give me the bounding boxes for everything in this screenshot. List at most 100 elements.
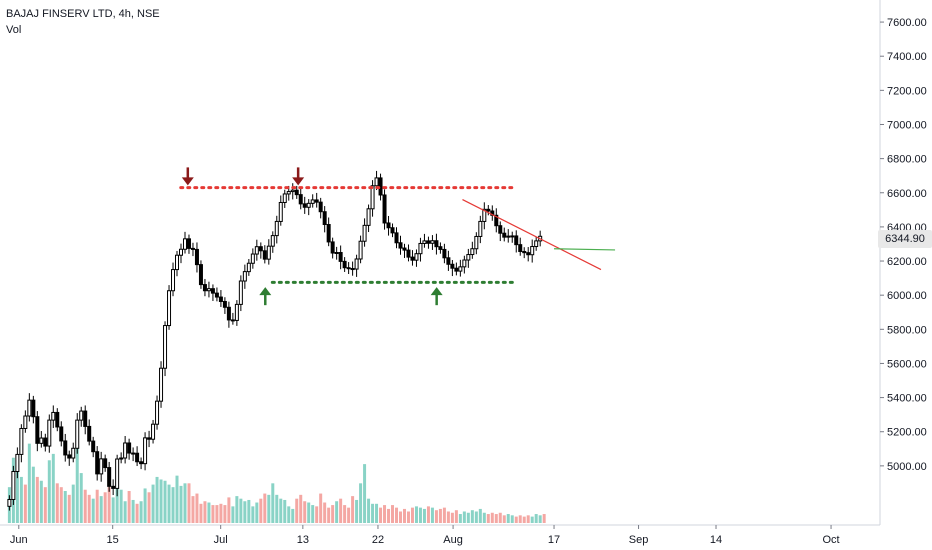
candle [91,436,96,458]
candle [262,245,267,264]
volume-bar [215,505,219,523]
candle [354,254,359,277]
candle [518,237,523,256]
volume-bar [203,501,207,523]
price-axis-tick-label: 7200.00 [887,85,927,97]
volume-bar [486,514,490,523]
candle-body [274,220,279,237]
candle-body [99,458,104,475]
candle [59,421,64,447]
time-axis-tick-label: 17 [548,534,560,546]
candle-body [330,241,335,254]
volume-bar [91,498,95,523]
volume-bar [327,507,331,523]
candle-body [214,292,219,298]
volume-bar [59,487,63,523]
time-axis-tick-label: Oct [822,534,839,546]
candle-body [386,222,391,229]
candle [258,242,263,259]
candle [99,451,104,482]
candle [470,241,475,259]
candle [446,250,451,271]
legend-title[interactable]: BAJAJ FINSERV LTD, 4h, NSE [6,8,160,20]
volume-bar [402,508,406,523]
candle [350,261,355,276]
price-axis[interactable]: 5000.00 5200.00 5400.00 5600.00 5800.00 6000.… [879,0,927,525]
candle-body [294,189,299,196]
volume-bar [231,506,235,523]
candle-body [27,399,32,417]
volume-bar [247,499,251,523]
candle [115,454,120,497]
candle [370,180,375,217]
volume-bar [127,491,131,523]
candle-body [278,201,283,222]
volume-bar [446,511,450,523]
candle [202,278,207,297]
candle [35,411,40,452]
candle [198,260,203,289]
candle-body [346,267,351,270]
volume-bar [123,501,127,523]
candle [434,233,439,255]
candle [246,258,251,276]
time-axis-tick-label: 22 [372,534,384,546]
volume-bar [406,511,410,523]
volume-bar [219,503,223,523]
price-axis-tick-label: 5600.00 [887,358,927,370]
candle [334,246,339,260]
candle [298,189,303,210]
candle-body [131,452,136,455]
candle [226,301,231,328]
volume-bar [438,508,442,523]
candle [127,438,132,460]
volume-bar [95,489,99,523]
volume-bar [466,512,470,523]
volume-bar [434,510,438,523]
candle [55,408,60,432]
volume-bar [379,507,383,523]
candle-body [194,248,199,266]
candle [159,361,164,408]
price-axis-tick-label: 5400.00 [887,393,927,405]
volume-bar [151,484,155,523]
candle-body [398,242,403,249]
volume-bar [530,516,534,523]
volume-bar [239,498,243,523]
candle [438,242,443,254]
candle-body [302,203,307,208]
volume-bar [119,489,123,523]
volume-bar [171,487,175,523]
candle [482,202,487,230]
candle [71,442,76,463]
candle [306,199,311,216]
time-axis-tick-label: Jun [10,534,28,546]
time-axis-tick-label: 13 [297,534,309,546]
candle [290,183,295,200]
volume-bar [159,479,163,523]
legend-volume-label[interactable]: Vol [6,24,22,36]
candle-body [466,254,471,261]
volume-bar [430,507,434,523]
up-arrow-icon-head [259,287,272,296]
candle-body [230,319,235,322]
candle [494,208,499,233]
volume-bar [355,499,359,523]
candle-body [242,271,247,282]
candle-body [123,442,128,459]
candle-body [31,399,36,418]
candle [314,192,319,208]
candle-body [438,246,443,250]
price-axis-tick-label: 7600.00 [887,17,927,29]
candle [502,227,507,242]
candle-body [39,437,44,444]
candle-body [410,256,415,261]
time-axis[interactable]: Jun 15 Jul 13 22 Aug 17 Sep 14 Oct [0,524,880,546]
candle-body [127,442,132,454]
candle [282,189,287,208]
volume-bar [83,489,87,523]
volume-bar [283,499,287,523]
candle-body [155,400,160,425]
